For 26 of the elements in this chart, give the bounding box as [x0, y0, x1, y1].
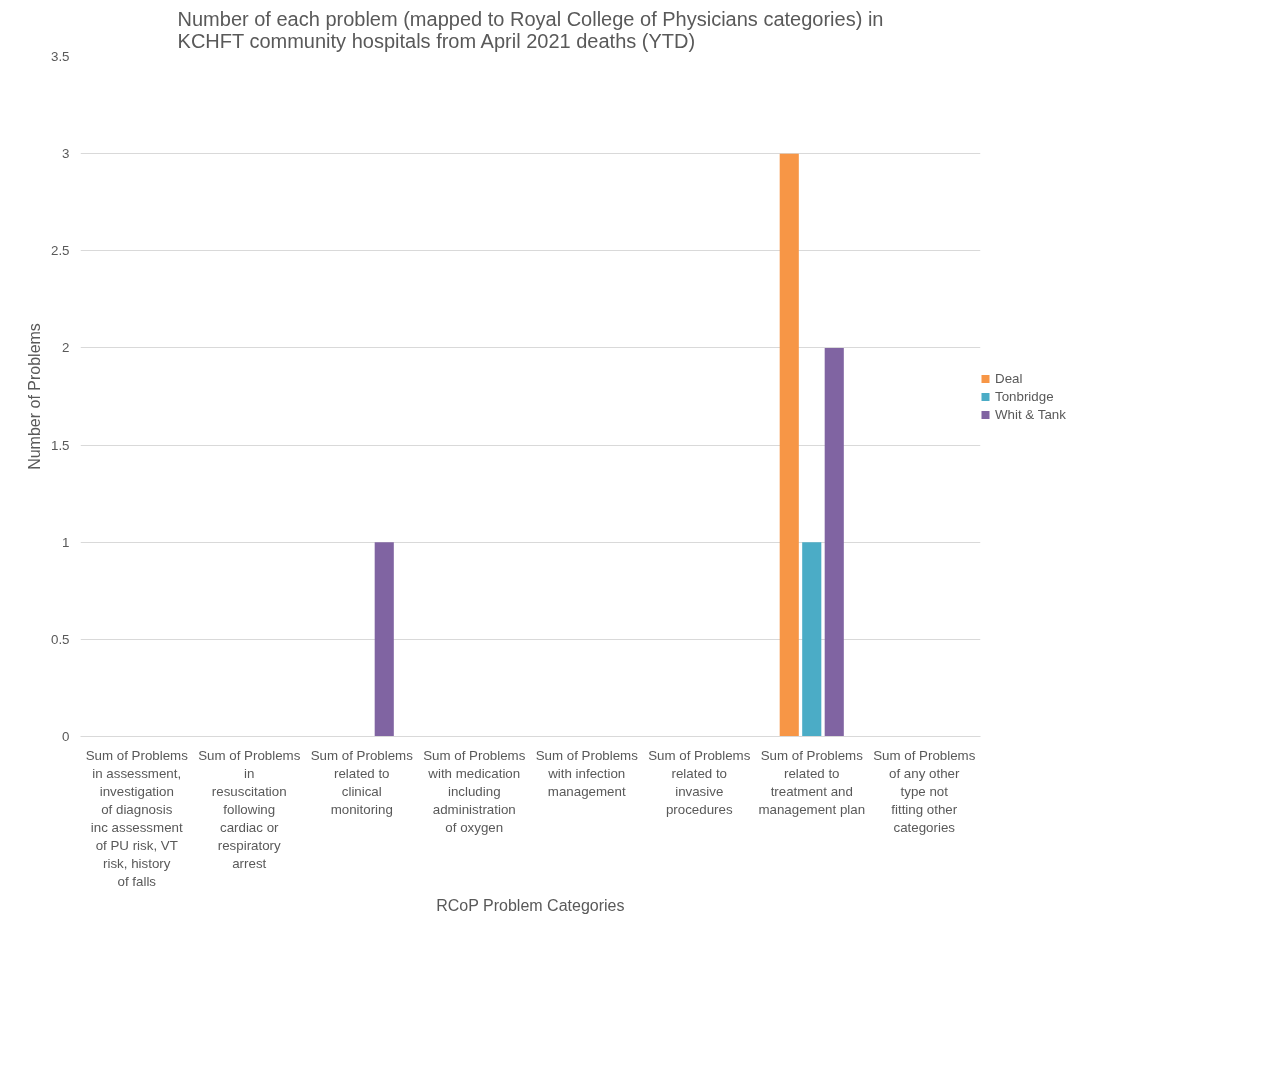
legend-label: Whit & Tank — [995, 406, 1066, 422]
bar — [779, 153, 799, 737]
x-tick-label: Sum of Problems in assessment, investigation of diagnosis inc assessment of PU risk, VT risk, history of falls — [85, 747, 189, 889]
x-tick-label: Sum of Problems related to treatment and management plan — [758, 747, 866, 817]
y-tick-label: 3 — [62, 146, 70, 162]
x-tick-label: Sum of Problems with medication including administration of oxygen — [423, 747, 526, 835]
y-tick-label: 2 — [62, 340, 70, 356]
y-tick-label: 1 — [62, 534, 70, 550]
chart-title: Number of each problem (mapped to Royal College of Physicians categories) in KCHFT community hospitals from April 2021 deaths (YTD) — [177, 7, 884, 52]
x-tick-label: Sum of Problems in resuscitation following cardiac or respiratory arrest — [198, 747, 301, 871]
x-tick-label: Sum of Problems related to invasive procedures — [648, 747, 751, 817]
bar — [374, 542, 394, 737]
y-axis-title: Number of Problems — [25, 323, 43, 470]
x-tick-label: Sum of Problems of any other type not fitting other categories — [873, 747, 976, 835]
y-tick-label: 0.5 — [50, 631, 70, 647]
x-tick-label: Sum of Problems related to clinical monitoring — [310, 747, 414, 817]
bar — [802, 542, 822, 737]
y-tick-label: 0 — [62, 729, 70, 744]
x-tick-label: Sum of Problems with infection management — [535, 747, 639, 799]
legend-label: Deal — [995, 370, 1023, 386]
y-tick-label: 1.5 — [50, 437, 70, 453]
y-tick-label: 2.5 — [50, 243, 70, 259]
y-tick-label: 3.5 — [50, 49, 70, 64]
x-axis-title: RCoP Problem Categories — [436, 896, 625, 914]
bar — [824, 347, 844, 737]
legend-label: Tonbridge — [995, 388, 1054, 404]
